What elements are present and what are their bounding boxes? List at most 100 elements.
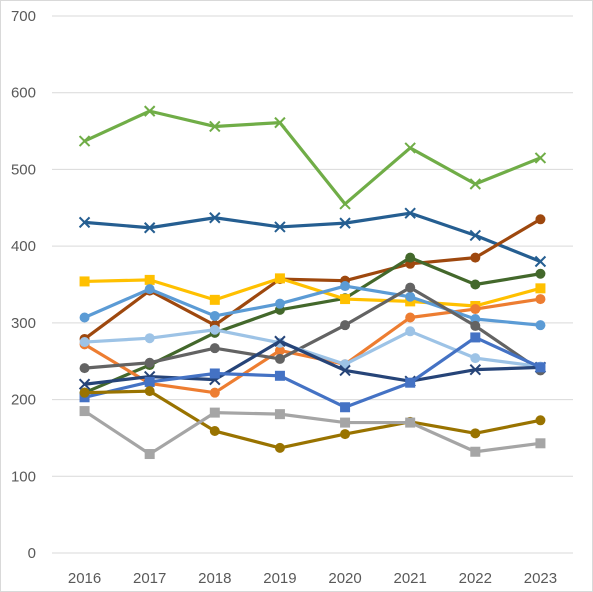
y-tick-label: 0 bbox=[28, 545, 36, 562]
data-point bbox=[274, 298, 285, 309]
series-line bbox=[82, 276, 543, 308]
series-line bbox=[82, 211, 543, 264]
data-point bbox=[469, 178, 482, 190]
data-point bbox=[469, 363, 482, 376]
series-line bbox=[82, 389, 543, 450]
data-point bbox=[274, 409, 285, 420]
series-line bbox=[82, 339, 543, 386]
data-point bbox=[470, 353, 481, 364]
data-point bbox=[274, 345, 285, 356]
x-tick-label: 2021 bbox=[394, 570, 427, 587]
data-point bbox=[209, 120, 221, 133]
data-point bbox=[143, 105, 156, 117]
data-point bbox=[535, 415, 546, 426]
data-point bbox=[274, 335, 286, 347]
data-point bbox=[79, 406, 90, 417]
data-point bbox=[470, 252, 481, 263]
data-point bbox=[405, 312, 416, 323]
data-point bbox=[274, 353, 285, 364]
data-point bbox=[339, 198, 351, 210]
data-point bbox=[209, 407, 220, 418]
data-point bbox=[535, 320, 546, 331]
data-point bbox=[79, 387, 90, 398]
data-point bbox=[405, 326, 416, 337]
series-line bbox=[82, 335, 543, 409]
data-point bbox=[274, 116, 286, 129]
data-point bbox=[404, 207, 416, 219]
y-tick-label: 600 bbox=[11, 85, 36, 102]
series-12 bbox=[79, 386, 546, 453]
data-point bbox=[339, 217, 351, 229]
data-point bbox=[405, 252, 416, 263]
x-tick-label: 2017 bbox=[133, 570, 166, 587]
data-point bbox=[79, 312, 90, 323]
data-point bbox=[534, 152, 547, 164]
data-point bbox=[470, 304, 481, 315]
data-point bbox=[144, 376, 155, 387]
data-point bbox=[405, 377, 416, 388]
x-tick-label: 2019 bbox=[263, 570, 296, 587]
data-point bbox=[274, 370, 285, 381]
data-point bbox=[470, 314, 481, 325]
data-point bbox=[470, 446, 481, 457]
data-point bbox=[78, 216, 91, 229]
series-line bbox=[82, 109, 543, 206]
data-point bbox=[405, 282, 416, 293]
series-7 bbox=[79, 281, 546, 331]
data-point bbox=[340, 417, 351, 428]
data-point bbox=[209, 343, 220, 354]
data-point bbox=[469, 229, 482, 242]
data-point bbox=[470, 332, 481, 343]
data-point bbox=[340, 294, 351, 305]
data-point bbox=[470, 320, 481, 331]
series-line bbox=[82, 328, 543, 369]
data-point bbox=[340, 429, 351, 440]
y-tick-label: 300 bbox=[11, 315, 36, 332]
y-tick-label: 500 bbox=[11, 161, 36, 178]
data-point bbox=[404, 142, 416, 154]
x-tick-label: 2020 bbox=[328, 570, 361, 587]
x-axis: 2016 2017 2018 2019 2020 2021 2022 2023 bbox=[68, 570, 557, 587]
data-point bbox=[274, 273, 285, 284]
data-point bbox=[144, 449, 155, 460]
data-point bbox=[535, 214, 546, 225]
data-point bbox=[340, 402, 351, 413]
series-line bbox=[82, 284, 543, 327]
y-tick-label: 100 bbox=[11, 468, 36, 485]
series-group bbox=[78, 105, 547, 460]
series-9 bbox=[79, 324, 546, 372]
y-tick-label: 400 bbox=[11, 238, 36, 255]
data-point bbox=[470, 428, 481, 439]
data-point bbox=[470, 279, 481, 290]
series-1 bbox=[78, 105, 547, 210]
series-line bbox=[82, 285, 543, 373]
data-point bbox=[405, 417, 416, 428]
data-point bbox=[144, 333, 155, 344]
data-point bbox=[274, 221, 286, 233]
data-point bbox=[340, 281, 351, 292]
data-point bbox=[535, 362, 546, 373]
data-point bbox=[535, 283, 546, 294]
series-8 bbox=[79, 282, 546, 376]
x-tick-label: 2016 bbox=[68, 570, 101, 587]
y-tick-label: 700 bbox=[11, 8, 36, 25]
series-line bbox=[82, 409, 543, 456]
data-point bbox=[209, 368, 220, 379]
data-point bbox=[209, 212, 221, 224]
x-tick-label: 2023 bbox=[524, 570, 557, 587]
data-point bbox=[78, 135, 91, 147]
data-point bbox=[535, 438, 546, 449]
data-point bbox=[144, 274, 155, 285]
data-point bbox=[209, 310, 220, 321]
y-axis: 0 100 200 300 400 500 600 700 bbox=[11, 8, 36, 562]
data-point bbox=[340, 320, 351, 331]
data-point bbox=[535, 268, 546, 279]
data-point bbox=[79, 276, 90, 287]
data-point bbox=[144, 284, 155, 295]
data-point bbox=[339, 364, 351, 377]
data-point bbox=[209, 426, 220, 437]
series-11 bbox=[79, 332, 546, 413]
data-point bbox=[534, 255, 547, 268]
